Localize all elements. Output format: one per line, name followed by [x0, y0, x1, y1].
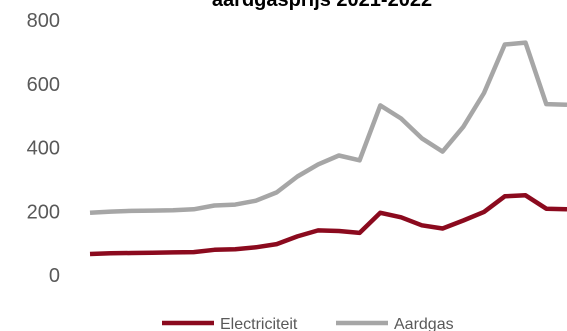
legend-label-electriciteit: Electriciteit [220, 316, 298, 331]
series-line-electriciteit [89, 193, 567, 257]
y-tick-label: 400 [27, 138, 60, 160]
series-layer [89, 40, 567, 257]
y-tick-label: 600 [27, 74, 60, 96]
legend-label-aardgas: Aardgas [394, 316, 454, 331]
series-line-aardgas [89, 40, 567, 216]
y-tick-label: 200 [27, 201, 60, 223]
legend: Electriciteit Aardgas [162, 316, 454, 331]
y-axis: 0 200 400 600 800 [27, 10, 60, 287]
y-tick-label: 0 [49, 265, 60, 287]
y-tick-label: 800 [27, 10, 60, 32]
chart-title: aardgasprijs 2021-2022 [212, 0, 432, 11]
